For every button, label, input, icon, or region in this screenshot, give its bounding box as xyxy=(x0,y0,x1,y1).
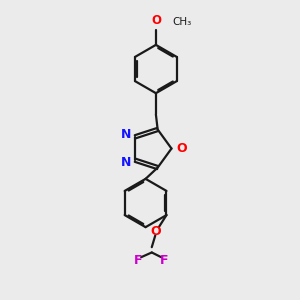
Text: N: N xyxy=(122,156,132,169)
Text: O: O xyxy=(151,14,161,27)
Text: F: F xyxy=(160,254,168,267)
Text: O: O xyxy=(176,142,187,155)
Text: F: F xyxy=(134,254,142,267)
Text: CH₃: CH₃ xyxy=(172,17,191,27)
Text: O: O xyxy=(150,225,160,238)
Text: N: N xyxy=(122,128,132,142)
